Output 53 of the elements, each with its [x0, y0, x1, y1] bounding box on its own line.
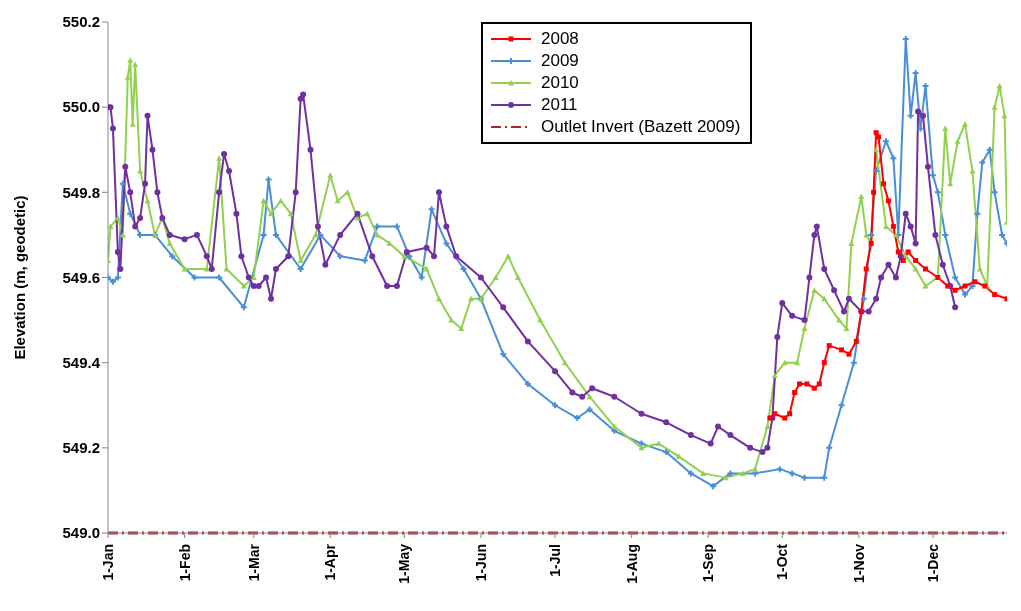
x-tick-label: 1-Jan: [100, 544, 116, 581]
point: [853, 338, 859, 344]
point: [821, 360, 827, 366]
point: [797, 381, 803, 387]
y-tick-label: 550.2: [62, 13, 100, 31]
point: [905, 249, 911, 255]
point: [804, 381, 810, 387]
y-tick-label: 549.4: [62, 353, 101, 371]
x-tick-label: 1-Feb: [176, 544, 193, 582]
point: [923, 266, 928, 272]
x-tick-label: 1-Mar: [245, 543, 262, 582]
legend-label: Outlet Invert (Bazett 2009): [541, 116, 741, 138]
x-tick-label: 1-Sep: [700, 544, 717, 583]
point: [816, 381, 822, 387]
x-tick-label: 1-Aug: [623, 544, 640, 584]
x-tick-label: 1-Jun: [472, 544, 489, 582]
point: [962, 283, 968, 289]
point: [839, 347, 845, 353]
legend-label: 2010: [541, 72, 579, 94]
y-tick-label: 549.0: [62, 524, 100, 542]
x-tick-label: 1-Apr: [322, 543, 339, 581]
point: [782, 415, 788, 421]
point: [900, 257, 906, 263]
point: [876, 134, 882, 140]
point: [811, 385, 817, 391]
point: [913, 257, 919, 263]
point: [895, 249, 901, 255]
point: [772, 411, 778, 417]
point: [972, 279, 978, 285]
point: [871, 189, 877, 195]
legend-label: 2009: [541, 50, 579, 72]
point: [992, 292, 998, 298]
y-tick-label: 549.2: [62, 439, 100, 457]
x-tick-label: 1-May: [396, 543, 413, 584]
point: [890, 223, 896, 229]
y-axis-title: Elevation (m, geodetic): [11, 195, 29, 360]
x-tick-label: 1-Jul: [547, 544, 564, 577]
legend-label: 2011: [541, 94, 578, 116]
point: [863, 266, 869, 272]
y-tick-label: 550.0: [62, 98, 100, 116]
point: [881, 181, 887, 187]
point: [787, 411, 793, 417]
point: [952, 287, 958, 293]
point: [826, 343, 832, 349]
x-tick-label: 1-Oct: [774, 543, 791, 580]
y-tick-label: 549.8: [62, 183, 100, 201]
x-tick-label: 1-Nov: [850, 543, 867, 583]
point: [792, 389, 798, 395]
legend-label: 2008: [541, 28, 579, 50]
point: [885, 198, 891, 204]
x-tick-label: 1-Dec: [924, 543, 941, 583]
y-tick-label: 549.6: [62, 268, 100, 286]
point: [846, 351, 852, 357]
